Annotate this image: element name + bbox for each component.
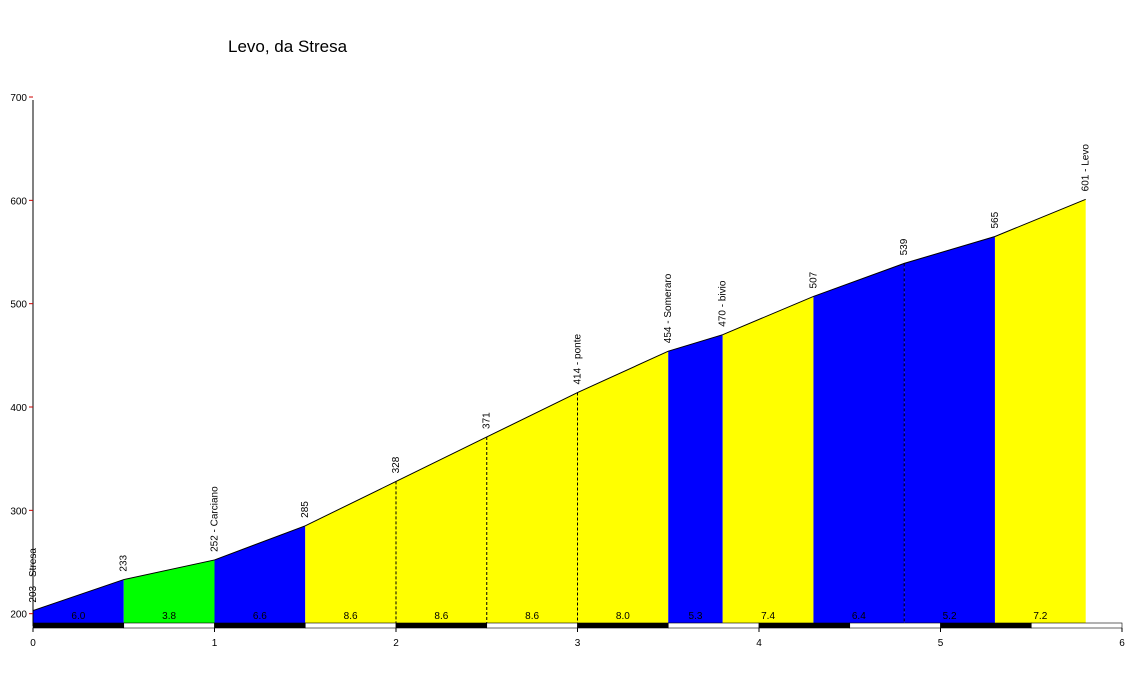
segment-dividers bbox=[395, 263, 905, 623]
profile-segment bbox=[668, 334, 723, 623]
point-label: 470 - bivio bbox=[718, 280, 729, 327]
gradient-label: 8.6 bbox=[344, 611, 358, 622]
profile-segment bbox=[577, 351, 669, 623]
profile-segment bbox=[396, 436, 487, 623]
gradient-label: 6.0 bbox=[71, 611, 85, 622]
point-label: 454 - Someraro bbox=[663, 273, 674, 343]
profile-segment bbox=[994, 199, 1086, 623]
point-label: 371 bbox=[482, 412, 493, 429]
point-label: 507 bbox=[808, 271, 819, 288]
point-label: 285 bbox=[300, 501, 311, 518]
y-tick-label: 500 bbox=[10, 300, 27, 311]
y-tick-label: 700 bbox=[10, 93, 27, 104]
x-scale-block bbox=[577, 622, 669, 629]
x-scale-block bbox=[32, 622, 125, 629]
point-label: 252 - Carciano bbox=[210, 486, 221, 552]
gradient-label: 7.4 bbox=[761, 611, 775, 622]
gradient-label: 5.3 bbox=[689, 611, 703, 622]
gradient-labels: 6.0 3.8 6.6 8.6 8.6 8.6 8.0 5.3 7.4 6.4 5.2 7.2 bbox=[71, 611, 1047, 622]
x-scale-block bbox=[123, 622, 215, 629]
x-tick-label: 6 bbox=[1119, 638, 1125, 649]
profile-areas bbox=[33, 199, 1086, 623]
x-tick-label: 1 bbox=[212, 638, 218, 649]
profile-line bbox=[32, 198, 1086, 612]
x-scale-block bbox=[1030, 622, 1123, 629]
gradient-label: 8.0 bbox=[616, 611, 630, 622]
x-scale-block bbox=[940, 622, 1032, 629]
profile-outline bbox=[32, 198, 1086, 612]
x-scale-block bbox=[304, 622, 397, 629]
point-label: 601 - Levo bbox=[1081, 144, 1092, 192]
profile-segment bbox=[904, 236, 995, 623]
gradient-label: 5.2 bbox=[943, 611, 957, 622]
x-scale-block bbox=[486, 622, 578, 629]
profile-segment bbox=[305, 481, 396, 623]
chart-title: Levo, da Stresa bbox=[228, 37, 348, 56]
x-scale-block bbox=[214, 622, 306, 629]
profile-segment bbox=[722, 296, 814, 623]
x-tick-label: 4 bbox=[756, 638, 762, 649]
profile-segment bbox=[123, 559, 215, 623]
x-scale-block bbox=[395, 622, 488, 629]
x-scale-block bbox=[667, 622, 760, 629]
profile-segment bbox=[813, 263, 905, 623]
y-tick-label: 400 bbox=[10, 403, 27, 414]
y-tick-label: 600 bbox=[10, 196, 27, 207]
point-label: 539 bbox=[899, 238, 910, 255]
y-tick-label: 300 bbox=[10, 506, 27, 517]
profile-segment bbox=[33, 579, 124, 623]
x-scale-block bbox=[758, 622, 851, 629]
point-label: 414 - ponte bbox=[573, 334, 584, 385]
gradient-label: 8.6 bbox=[434, 611, 448, 622]
point-label: 565 bbox=[990, 211, 1001, 228]
gradient-label: 8.6 bbox=[525, 611, 539, 622]
point-label: 328 bbox=[391, 456, 402, 473]
x-tick-label: 2 bbox=[393, 638, 399, 649]
x-tick-label: 0 bbox=[30, 638, 36, 649]
gradient-label: 7.2 bbox=[1033, 611, 1047, 622]
gradient-label: 6.4 bbox=[852, 611, 866, 622]
profile-segment bbox=[486, 392, 578, 623]
y-tick-label: 200 bbox=[10, 610, 27, 621]
x-scale-block bbox=[849, 622, 941, 629]
x-tick-label: 5 bbox=[938, 638, 944, 649]
point-label: 233 bbox=[119, 554, 130, 571]
x-tick-label: 3 bbox=[575, 638, 581, 649]
profile-segment bbox=[214, 525, 306, 623]
gradient-label: 3.8 bbox=[162, 611, 176, 622]
gradient-label: 6.6 bbox=[253, 611, 267, 622]
axes: 200 300 400 500 600 700 0 1 2 3 4 5 6 bbox=[10, 93, 1125, 649]
